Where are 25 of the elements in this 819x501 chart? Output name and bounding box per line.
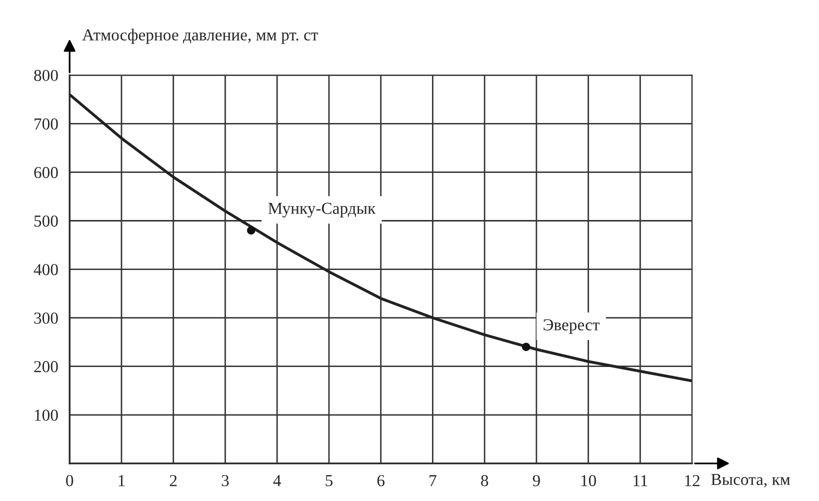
y-axis-title: Атмосферное давление, мм рт. ст [82, 28, 318, 44]
x-tick-label: 1 [118, 475, 125, 486]
x-tick-label: 2 [170, 475, 177, 486]
y-tick-label: 400 [34, 264, 58, 276]
y-tick-label: 200 [34, 361, 58, 372]
x-tick-label: 4 [273, 475, 281, 486]
x-tick-label: 12 [685, 475, 700, 486]
x-axis-title: Высота, км [711, 474, 790, 488]
x-tick-label: 5 [326, 475, 332, 486]
y-tick-label: 300 [34, 312, 58, 324]
x-tick-label: 10 [581, 475, 596, 486]
y-tick-label: 700 [34, 118, 58, 130]
series-label: Мунку-Сардык [268, 202, 376, 218]
x-tick-label: 9 [532, 475, 540, 486]
y-tick-label: 100 [34, 410, 58, 421]
x-tick-label: 7 [430, 475, 436, 486]
x-tick-label: 3 [222, 475, 229, 486]
y-tick-label: 600 [34, 166, 58, 178]
x-tick-label: 6 [377, 475, 385, 486]
y-tick-label: 500 [34, 215, 58, 227]
x-tick-label: 11 [634, 475, 648, 486]
x-tick-label: 0 [66, 475, 74, 486]
y-tick-label: 800 [34, 70, 58, 82]
x-tick-label: 8 [481, 475, 488, 486]
series-label: Эверест [544, 319, 600, 334]
